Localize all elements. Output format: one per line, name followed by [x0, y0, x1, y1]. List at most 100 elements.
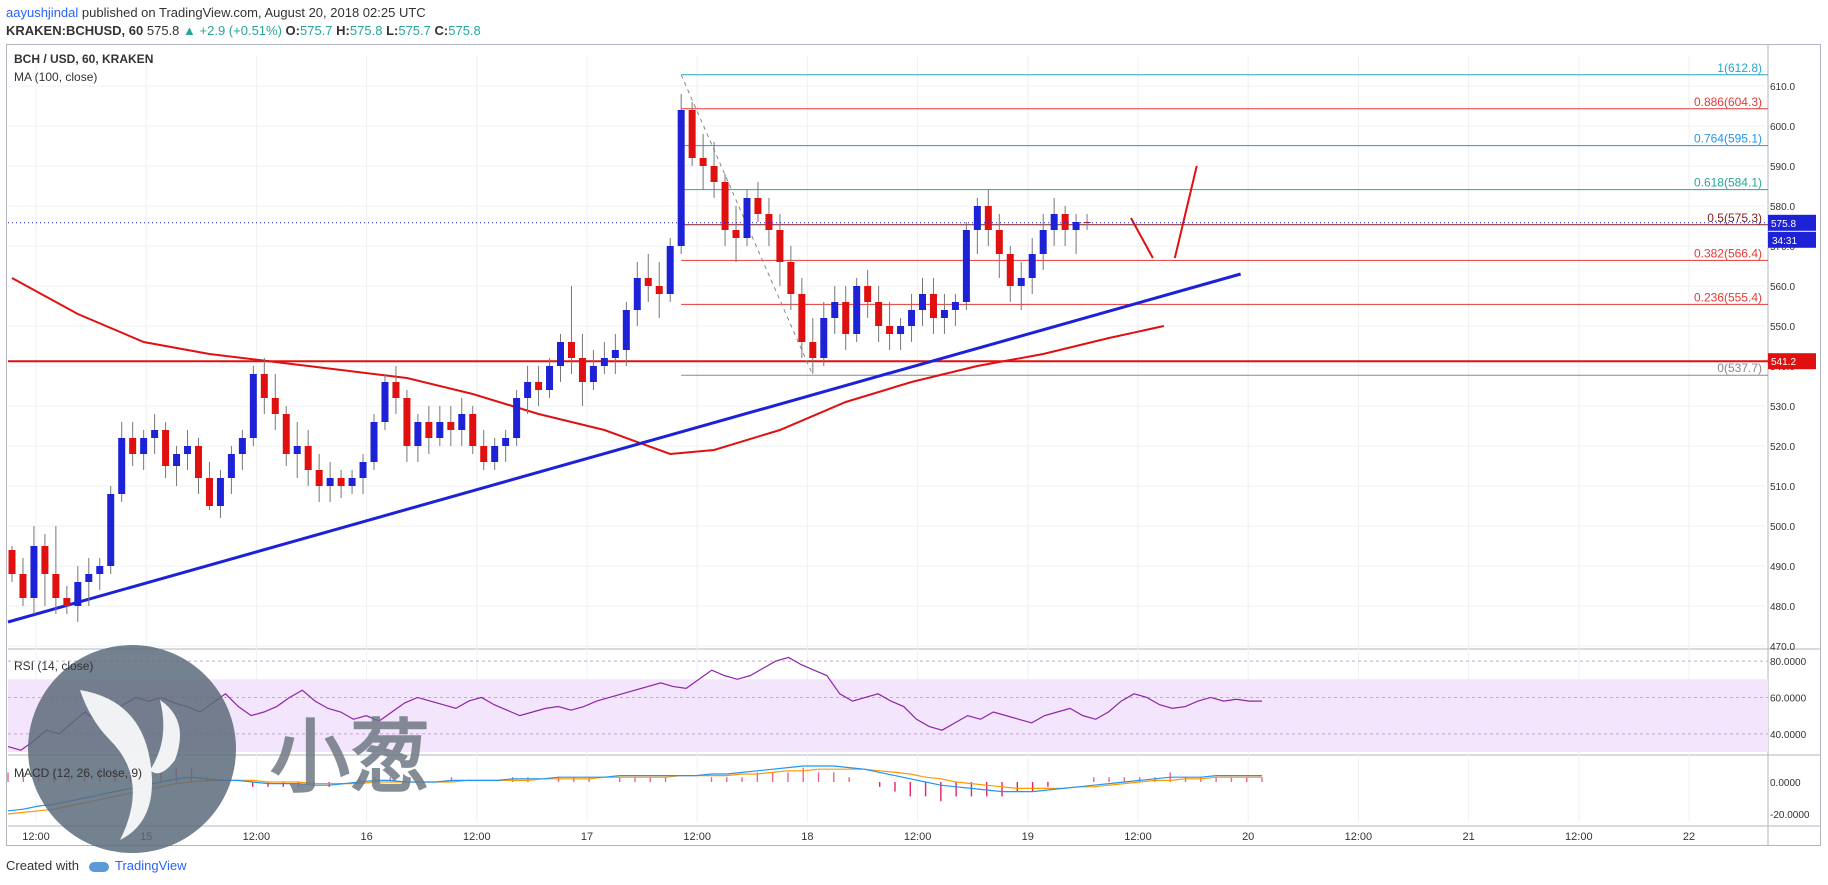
candle-body	[1028, 254, 1036, 278]
candle-body	[820, 318, 828, 358]
candle-body	[677, 110, 685, 246]
y-tick-label: 610.0	[1770, 82, 1795, 93]
author-link[interactable]: aayushjindal	[6, 5, 79, 20]
candle-body	[96, 566, 104, 574]
candle-body	[162, 430, 170, 466]
candle-body	[962, 230, 970, 302]
candle-body	[282, 414, 290, 454]
x-tick-label: 18	[801, 831, 813, 843]
candle-body	[1017, 278, 1025, 286]
x-tick-label: 12:00	[1565, 831, 1593, 843]
close-value: 575.8	[448, 23, 481, 38]
candle-body	[304, 446, 312, 470]
x-tick-label: 12:00	[243, 831, 271, 843]
countdown-tag	[1768, 231, 1816, 248]
candle-body	[370, 422, 378, 462]
candle-body	[798, 294, 806, 342]
chart-frame	[6, 44, 1821, 846]
publish-line: aayushjindal published on TradingView.co…	[6, 4, 481, 22]
x-tick-label: 20	[1242, 831, 1254, 843]
candle-body	[809, 342, 817, 358]
candle-body	[611, 350, 619, 358]
last-price-label: 575.8	[1771, 219, 1796, 230]
candle-body	[721, 182, 729, 230]
candle-body	[929, 294, 937, 318]
candle-body	[205, 478, 213, 506]
candle-body	[875, 302, 883, 326]
candle-body	[754, 198, 762, 214]
candle-body	[908, 310, 916, 326]
candle-body	[118, 438, 126, 494]
candle-body	[107, 494, 115, 566]
x-tick-label: 12:00	[1124, 831, 1152, 843]
candle-body	[414, 422, 422, 446]
ma100-line	[11, 277, 1165, 456]
candle-body	[491, 446, 499, 462]
candle-body	[776, 230, 784, 262]
fib-level-label: 0.886(604.3)	[1694, 95, 1762, 109]
fib-level-label: 1(612.8)	[1717, 61, 1762, 75]
y-tick-label: 560.0	[1770, 282, 1795, 293]
footer: Created with TradingView	[6, 858, 187, 873]
ohlc-line: KRAKEN:BCHUSD, 60 575.8 ▲ +2.9 (+0.51%) …	[6, 22, 481, 40]
candle-body	[842, 302, 850, 334]
macd-tick-label: 0.0000	[1770, 778, 1801, 789]
candle-body	[502, 438, 510, 446]
x-tick-label: 12:00	[463, 831, 491, 843]
candle-body	[392, 382, 400, 398]
candle-body	[348, 478, 356, 486]
y-tick-label: 550.0	[1770, 322, 1795, 333]
fib-level-label: 0(537.7)	[1717, 361, 1762, 375]
candle-body	[710, 166, 718, 182]
support-price-label: 541.2	[1771, 357, 1796, 368]
candle-body	[469, 414, 477, 446]
candle-body	[41, 546, 49, 574]
watermark-text: 小葱	[270, 711, 430, 804]
low-value: 575.7	[398, 23, 431, 38]
candle-body	[260, 374, 268, 398]
fib-level-label: 0.382(566.4)	[1694, 246, 1762, 260]
candle-body	[644, 278, 652, 286]
candle-body	[655, 286, 663, 294]
x-tick-label: 12:00	[904, 831, 932, 843]
publish-text: published on TradingView.com, August 20,…	[78, 5, 426, 20]
candle-body	[897, 326, 905, 334]
candle-body	[326, 478, 334, 486]
y-tick-label: 470.0	[1770, 642, 1795, 653]
candle-body	[359, 462, 367, 478]
candle-body	[436, 422, 444, 438]
x-tick-label: 22	[1683, 831, 1695, 843]
tradingview-link[interactable]: TradingView	[115, 858, 187, 873]
projection-line	[1130, 217, 1154, 259]
candle-body	[513, 398, 521, 438]
y-tick-label: 490.0	[1770, 562, 1795, 573]
candle-body	[271, 398, 279, 414]
candle-body	[74, 582, 82, 606]
macd-legend: MACD (12, 26, close, 9)	[14, 766, 143, 780]
rsi-legend: RSI (14, close)	[14, 659, 94, 673]
candle-body	[293, 446, 301, 454]
ma-legend: MA (100, close)	[14, 70, 98, 84]
candle-body	[173, 454, 181, 466]
candle-body	[557, 342, 564, 366]
candle-body	[194, 446, 202, 478]
watermark-leaf-icon	[80, 690, 152, 840]
candle-body	[600, 358, 608, 366]
candle-body	[447, 422, 455, 430]
candle-body	[30, 546, 38, 598]
candle-body	[337, 478, 345, 486]
candle-body	[227, 454, 235, 478]
candle-body	[63, 598, 71, 606]
y-tick-label: 520.0	[1770, 442, 1795, 453]
candle-body	[853, 286, 861, 334]
candle-body	[622, 310, 630, 350]
created-with: Created with	[6, 858, 79, 873]
candle-body	[381, 382, 389, 422]
candle-body	[8, 550, 16, 574]
y-tick-label: 530.0	[1770, 402, 1795, 413]
candle-body	[524, 382, 532, 398]
countdown-label: 34:31	[1772, 236, 1797, 247]
candle-body	[973, 206, 981, 230]
fib-level-label: 0.618(584.1)	[1694, 176, 1762, 190]
